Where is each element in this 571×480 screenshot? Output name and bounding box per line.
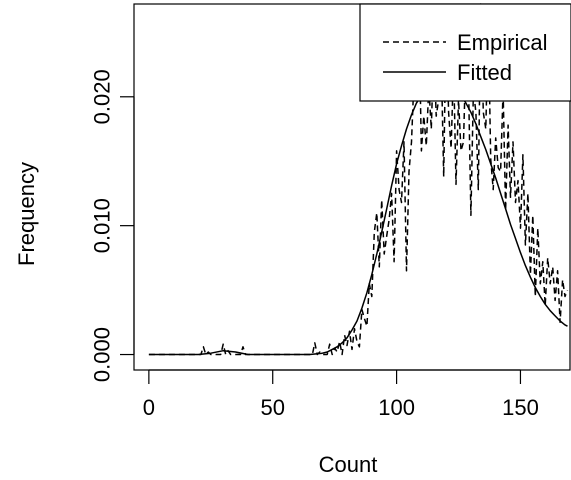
x-tick-label: 100 (378, 395, 415, 420)
y-axis-title: Frequency (14, 162, 39, 266)
legend-label-empirical: Empirical (457, 30, 547, 55)
x-tick-label: 50 (260, 395, 284, 420)
legend-box (359, 3, 571, 102)
axis-layer: 0 50 100 150 0.000 0.010 0.020 (90, 69, 539, 420)
y-tick-label: 0.010 (90, 198, 115, 253)
series-layer (148, 3, 569, 356)
legend: Empirical Fitted (359, 3, 571, 102)
x-tick-label: 150 (502, 395, 539, 420)
series-line-empirical (148, 3, 569, 356)
x-tick-label: 0 (143, 395, 155, 420)
x-axis-title: Count (319, 452, 378, 477)
y-tick-label: 0.020 (90, 69, 115, 124)
legend-label-fitted: Fitted (457, 60, 512, 85)
series-line-fitted (148, 87, 568, 356)
y-tick-label: 0.000 (90, 327, 115, 382)
